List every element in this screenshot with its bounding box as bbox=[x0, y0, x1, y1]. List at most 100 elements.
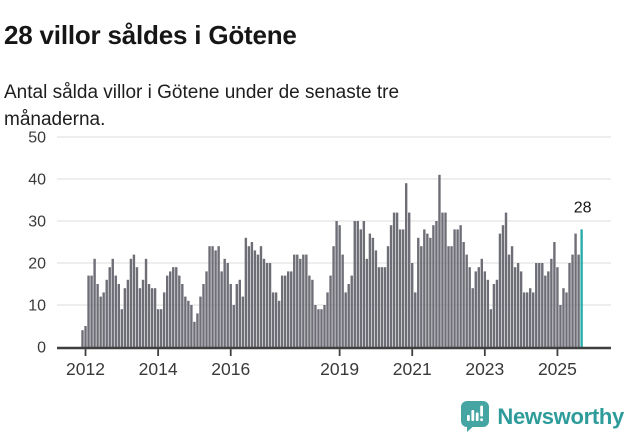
bar bbox=[271, 292, 275, 347]
bar bbox=[374, 250, 378, 347]
bar bbox=[329, 275, 332, 347]
bar bbox=[344, 292, 347, 347]
bar bbox=[483, 271, 487, 347]
bar bbox=[138, 288, 142, 347]
newsworthy-logo: Newsworthy bbox=[460, 400, 624, 433]
bar bbox=[199, 296, 202, 347]
bar bbox=[141, 279, 145, 347]
bar bbox=[359, 229, 362, 347]
bar bbox=[175, 267, 178, 347]
bar bbox=[465, 254, 468, 347]
bar bbox=[259, 246, 263, 347]
logo-exclamation-stroke bbox=[480, 405, 484, 417]
bar bbox=[96, 284, 99, 347]
bar bbox=[244, 237, 248, 347]
bar bbox=[126, 279, 130, 347]
bar bbox=[365, 258, 369, 347]
bar bbox=[338, 225, 341, 347]
bar bbox=[296, 254, 299, 347]
y-axis-tick-label: 20 bbox=[28, 256, 46, 273]
bar bbox=[84, 326, 87, 347]
bar bbox=[253, 250, 257, 347]
bar bbox=[184, 296, 187, 347]
bar bbox=[87, 275, 90, 347]
bar bbox=[544, 275, 547, 347]
x-axis-tick-label: 2021 bbox=[393, 359, 432, 379]
bar bbox=[308, 275, 311, 347]
bar bbox=[335, 221, 338, 347]
bar bbox=[274, 292, 278, 347]
bar bbox=[356, 221, 359, 347]
bar bbox=[501, 225, 505, 347]
bar bbox=[326, 292, 329, 347]
bar bbox=[395, 212, 399, 347]
bar bbox=[432, 225, 435, 347]
bar bbox=[462, 242, 465, 347]
bar bbox=[377, 267, 381, 347]
bar bbox=[193, 321, 196, 347]
bar bbox=[420, 246, 423, 347]
bar bbox=[519, 271, 523, 347]
bar bbox=[93, 258, 96, 347]
bar bbox=[341, 254, 344, 347]
bar bbox=[178, 275, 181, 347]
bar bbox=[350, 275, 353, 347]
bar bbox=[553, 242, 556, 347]
bar bbox=[196, 313, 199, 347]
bar bbox=[556, 267, 559, 347]
bar bbox=[111, 258, 114, 347]
bar bbox=[474, 271, 477, 347]
newsworthy-logo-text: Newsworthy bbox=[497, 403, 624, 429]
bar bbox=[317, 309, 320, 347]
bar bbox=[150, 288, 154, 347]
bar bbox=[389, 225, 393, 347]
bar bbox=[444, 212, 447, 347]
logo-bar-medium bbox=[476, 412, 480, 421]
bar bbox=[211, 246, 214, 347]
bar bbox=[568, 263, 571, 347]
bar bbox=[559, 305, 562, 347]
bar bbox=[105, 279, 108, 347]
bar bbox=[532, 292, 535, 347]
bar bbox=[287, 271, 290, 347]
bar bbox=[314, 305, 317, 347]
x-axis-tick-label: 2014 bbox=[139, 359, 178, 379]
bar bbox=[447, 246, 450, 347]
bar bbox=[114, 275, 117, 347]
x-axis-tick-label: 2012 bbox=[66, 359, 105, 379]
bar bbox=[495, 279, 499, 347]
bar bbox=[208, 246, 211, 347]
bar bbox=[162, 292, 166, 347]
bar bbox=[293, 254, 296, 347]
bar bbox=[522, 292, 526, 347]
page-title: 28 villor såldes i Götene bbox=[4, 20, 297, 51]
y-axis-tick-label: 40 bbox=[28, 172, 46, 189]
bar bbox=[577, 254, 580, 347]
bar bbox=[265, 263, 269, 347]
bar bbox=[477, 267, 480, 347]
bar bbox=[507, 254, 511, 347]
bar bbox=[283, 275, 287, 347]
bar bbox=[486, 279, 490, 347]
bar bbox=[480, 258, 483, 347]
x-axis-tick-label: 2025 bbox=[538, 359, 577, 379]
bar bbox=[156, 309, 160, 347]
bar bbox=[404, 183, 408, 347]
bar bbox=[411, 263, 414, 347]
bar bbox=[238, 279, 241, 347]
bar bbox=[574, 233, 577, 347]
bar bbox=[302, 254, 305, 347]
bar bbox=[123, 288, 127, 347]
newsworthy-logo-icon bbox=[461, 401, 490, 432]
bar bbox=[144, 258, 148, 347]
bar bbox=[362, 221, 366, 347]
bar bbox=[571, 254, 574, 347]
bar bbox=[256, 254, 260, 347]
bar bbox=[214, 250, 217, 347]
bar bbox=[450, 246, 453, 347]
bar bbox=[417, 237, 420, 347]
bar bbox=[456, 229, 459, 347]
bar-chart: 0 10 20 30 40 50 2012 2014 2016 2019 2021 2023 2025 2… bbox=[28, 130, 611, 379]
bar bbox=[489, 309, 493, 347]
bar bbox=[429, 237, 432, 347]
